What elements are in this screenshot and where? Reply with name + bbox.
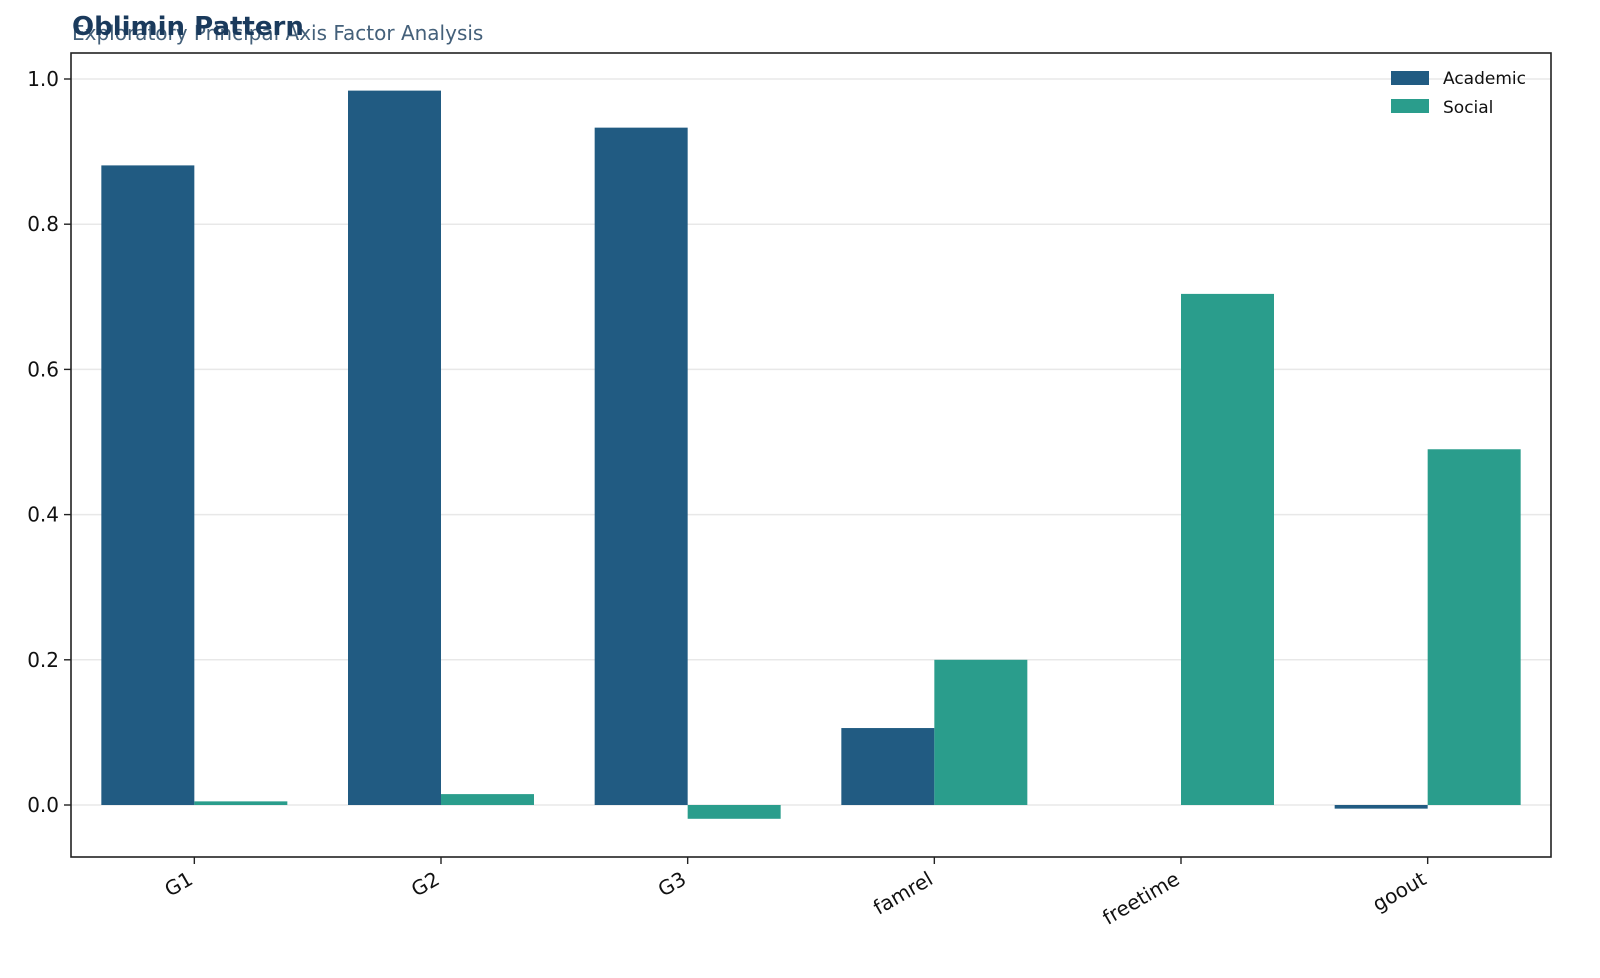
bar-academic-g3 bbox=[594, 127, 688, 806]
x-tick-label: goout bbox=[1368, 866, 1430, 916]
bar-academic-goout bbox=[1334, 805, 1428, 809]
y-axis: 0.0 0.2 0.4 0.6 0.8 1.0 bbox=[27, 67, 71, 817]
x-tick-label: famrel bbox=[869, 867, 937, 920]
bar-social-g2 bbox=[441, 794, 534, 805]
y-tick-label: 1.0 bbox=[27, 67, 59, 91]
x-tick-label: G3 bbox=[654, 867, 690, 902]
x-tick-label: G1 bbox=[160, 867, 196, 902]
legend-label-academic: Academic bbox=[1443, 69, 1526, 89]
y-tick-label: 0.8 bbox=[27, 212, 59, 236]
chart-subtitle: Exploratory Principal Axis Factor Analys… bbox=[72, 21, 484, 45]
x-tick-label: G2 bbox=[407, 867, 443, 902]
bar-social-famrel bbox=[934, 659, 1028, 805]
chart-title: Oblimin Pattern bbox=[72, 12, 304, 42]
plot-frame bbox=[70, 52, 1552, 858]
legend-swatch-social bbox=[1391, 99, 1429, 113]
bars bbox=[101, 90, 1521, 819]
bar-social-g1 bbox=[194, 801, 288, 805]
bar-social-g3 bbox=[687, 805, 781, 819]
legend-swatch-academic bbox=[1391, 71, 1429, 85]
y-tick-label: 0.6 bbox=[27, 357, 59, 381]
y-tick-label: 0.2 bbox=[27, 648, 59, 672]
bar-social-freetime bbox=[1181, 293, 1274, 805]
y-tick-label: 0.4 bbox=[27, 503, 59, 527]
x-tick-label: freetime bbox=[1098, 867, 1183, 930]
y-tick-label: 0.0 bbox=[27, 793, 59, 817]
grid-lines bbox=[71, 78, 1551, 806]
legend-label-social: Social bbox=[1443, 98, 1493, 118]
bar-academic-famrel bbox=[841, 728, 935, 805]
bar-academic-g1 bbox=[101, 165, 195, 806]
legend: Academic Social bbox=[1391, 69, 1526, 118]
bar-social-goout bbox=[1427, 449, 1521, 805]
bar-academic-g2 bbox=[348, 90, 441, 806]
x-axis: G1 G2 G3 famrel freetime goout bbox=[160, 857, 1430, 930]
